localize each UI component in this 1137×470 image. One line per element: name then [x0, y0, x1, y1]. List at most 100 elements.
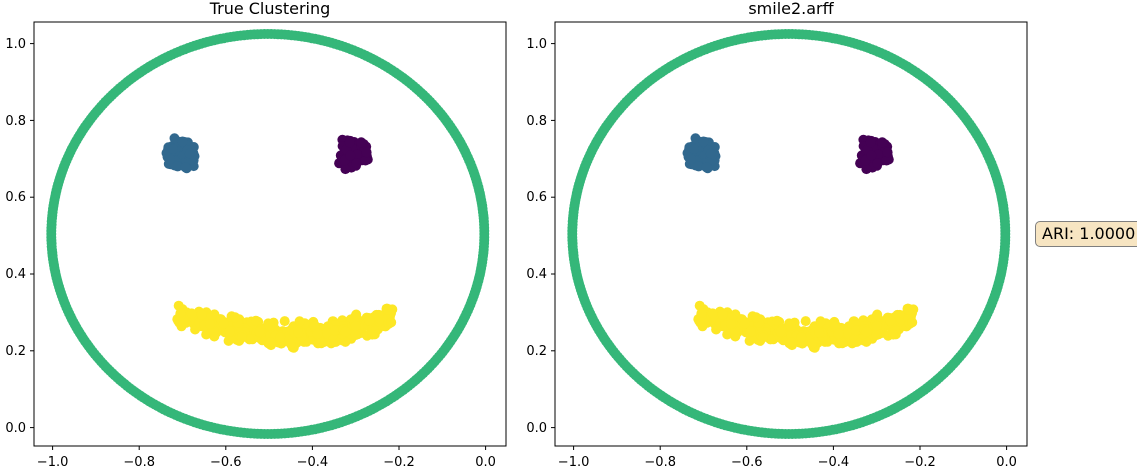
scatter-point — [907, 317, 918, 328]
scatter-point — [885, 316, 896, 326]
x-tick: −1.0 — [558, 446, 590, 470]
scatter-point — [815, 316, 826, 327]
scatter-point — [872, 309, 883, 320]
scatter-point — [340, 336, 351, 347]
scatter-point — [871, 320, 882, 331]
scatter-point — [201, 329, 212, 340]
scatter-point — [351, 158, 362, 169]
scatter-point — [196, 309, 207, 320]
x-tick: 0.0 — [475, 446, 496, 470]
scatter-point — [293, 327, 304, 338]
scatter-point — [705, 148, 716, 159]
scatter-point — [842, 327, 853, 338]
scatter-point — [345, 150, 356, 161]
y-tick: 0.8 — [526, 114, 555, 129]
scatter-point — [312, 328, 323, 339]
y-tick: 0.6 — [526, 190, 555, 205]
scatter-point — [386, 317, 397, 328]
y-tick-label: 0.2 — [526, 344, 547, 359]
scatter-point — [722, 329, 733, 340]
axes-frame — [33, 21, 507, 447]
x-tick-label: −0.4 — [297, 455, 329, 470]
scatter-point — [745, 326, 756, 337]
scatter-point — [254, 326, 265, 337]
y-tick: 0.0 — [526, 421, 555, 436]
scatter-point — [861, 336, 872, 347]
scatter-point — [786, 337, 797, 347]
x-tick-label: −0.8 — [123, 455, 155, 470]
scatter-point — [693, 161, 704, 172]
x-tick-label: −0.4 — [818, 455, 850, 470]
y-tick: 0.0 — [5, 421, 34, 436]
scatter-point — [264, 320, 275, 331]
x-axis: −1.0 −0.8 −0.6 −0.4 −0.2 0.0 — [37, 446, 496, 470]
scatter-point — [903, 304, 914, 315]
scatter-point — [251, 315, 261, 326]
x-tick: −0.2 — [383, 446, 415, 470]
y-tick-label: 0.0 — [5, 421, 26, 436]
y-tick-label: 0.8 — [526, 114, 547, 129]
scatter-point — [265, 337, 276, 347]
scatter-point — [861, 164, 872, 175]
scatter-point — [364, 316, 375, 326]
scatter-point — [356, 137, 367, 148]
y-axis: 0.0 0.2 0.4 0.6 0.8 1.0 — [5, 37, 34, 436]
scatter-point — [344, 137, 355, 148]
scatter-point — [180, 162, 191, 173]
scatter-point — [814, 327, 825, 338]
scatter-point — [877, 137, 888, 148]
x-tick-label: −1.0 — [558, 455, 590, 470]
scatter-point — [360, 155, 371, 166]
scatter-point — [698, 136, 709, 147]
scatter-point — [350, 330, 361, 341]
y-tick-label: 0.0 — [526, 421, 547, 436]
scatter-point — [772, 315, 782, 326]
chart-title: True Clustering — [209, 0, 331, 18]
x-tick-label: −1.0 — [37, 455, 69, 470]
x-tick: −0.8 — [123, 446, 155, 470]
scatter-point — [361, 147, 372, 158]
y-tick-label: 0.2 — [5, 344, 26, 359]
scatter-point — [294, 316, 305, 327]
scatter-point — [866, 150, 877, 161]
y-tick-label: 0.6 — [5, 190, 26, 205]
scatter-point — [218, 318, 229, 329]
scatter-point — [329, 325, 340, 336]
y-tick-label: 0.4 — [5, 267, 26, 282]
x-tick: −0.6 — [731, 446, 763, 470]
scatter-point — [186, 308, 197, 319]
chart-title: smile2.arff — [748, 0, 834, 18]
scatter-point — [279, 316, 290, 327]
scatter-point — [882, 147, 893, 158]
x-tick: −0.4 — [818, 446, 850, 470]
scatter-point — [881, 155, 892, 166]
scatter-point — [167, 144, 178, 154]
scatter-point — [872, 158, 883, 169]
y-tick: 0.4 — [526, 267, 555, 282]
scatter-point — [717, 309, 728, 320]
scatter-point — [833, 328, 844, 339]
scatter-point — [367, 329, 378, 340]
scatter-point — [800, 316, 811, 327]
marks-layer — [46, 29, 490, 439]
scatter-point — [373, 309, 384, 320]
scatter-point — [688, 144, 699, 154]
scatter-point — [350, 320, 361, 331]
scatter-point — [865, 137, 876, 148]
scatter-point — [164, 154, 175, 165]
scatter-point — [806, 338, 817, 349]
scatter-point — [316, 338, 327, 349]
x-tick-label: −0.6 — [731, 455, 763, 470]
scatter-point — [757, 332, 768, 343]
scatter-point — [285, 338, 296, 349]
y-tick-label: 1.0 — [526, 37, 547, 52]
scatter-point — [230, 312, 241, 323]
scatter-point — [321, 327, 332, 338]
scatter-point — [177, 136, 188, 147]
scatter-point — [850, 325, 861, 336]
scatter-point — [685, 154, 696, 165]
x-tick: −0.8 — [644, 446, 676, 470]
scatter-point — [172, 161, 183, 172]
x-tick-label: −0.2 — [383, 455, 415, 470]
